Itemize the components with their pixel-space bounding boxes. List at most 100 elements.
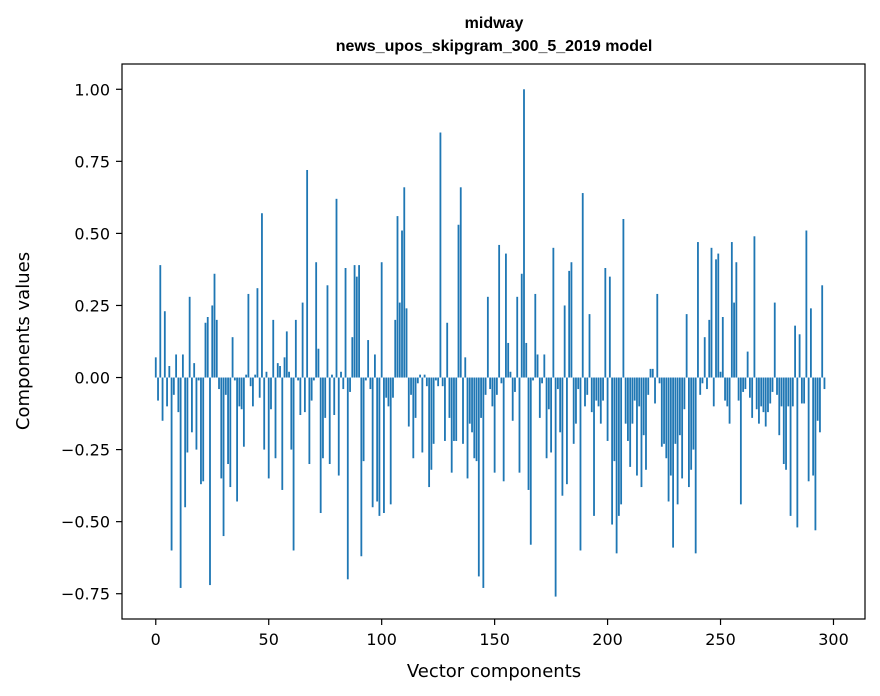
bar xyxy=(265,371,268,378)
bar xyxy=(414,377,417,418)
bar xyxy=(279,366,281,378)
bar xyxy=(518,377,521,473)
bar xyxy=(631,377,634,424)
bar xyxy=(627,377,629,441)
bar xyxy=(663,377,665,444)
bar xyxy=(654,377,656,404)
bar xyxy=(554,377,557,597)
bar xyxy=(636,377,638,476)
bar xyxy=(717,253,720,378)
bar xyxy=(536,354,539,378)
bar xyxy=(355,276,358,378)
bar xyxy=(697,242,699,378)
bar xyxy=(556,377,559,390)
bar xyxy=(378,377,381,516)
y-tick-label: −0.50 xyxy=(61,513,110,532)
bar xyxy=(303,377,306,413)
bar xyxy=(281,377,284,490)
bar xyxy=(464,357,467,378)
bar xyxy=(335,198,338,378)
bar xyxy=(434,377,437,381)
bar xyxy=(502,377,505,482)
bar xyxy=(760,377,763,407)
bar xyxy=(344,268,347,378)
bar xyxy=(191,377,193,433)
chart-subtitle: news_upos_skipgram_300_5_2019 model xyxy=(336,38,653,55)
bar xyxy=(753,236,756,378)
bar xyxy=(398,302,401,378)
bar xyxy=(403,187,406,378)
bar xyxy=(541,377,543,384)
y-tick-label: 0.50 xyxy=(74,224,110,243)
x-tick-label: 300 xyxy=(818,630,849,649)
bar xyxy=(475,377,478,462)
y-tick-label: 1.00 xyxy=(74,80,110,99)
bar xyxy=(337,377,340,476)
bar xyxy=(608,276,611,378)
bar xyxy=(179,377,182,588)
bar xyxy=(489,377,492,390)
x-tick-label: 250 xyxy=(705,630,736,649)
bar xyxy=(186,377,189,453)
bar xyxy=(624,377,627,424)
bar xyxy=(360,377,363,557)
x-tick-label: 150 xyxy=(479,630,510,649)
bar xyxy=(547,377,550,410)
x-tick-label: 50 xyxy=(259,630,279,649)
bar xyxy=(322,377,324,459)
bar xyxy=(484,377,487,395)
bar xyxy=(570,262,573,378)
y-tick-label: −0.25 xyxy=(61,441,110,460)
chart-title: midway xyxy=(465,15,524,32)
bar xyxy=(681,377,684,479)
bar xyxy=(222,377,225,537)
bar xyxy=(552,247,555,378)
bar xyxy=(410,377,412,395)
bar xyxy=(593,377,595,516)
bar xyxy=(486,296,489,378)
bar xyxy=(351,337,354,378)
bar xyxy=(660,377,663,447)
bar xyxy=(787,377,790,407)
bar xyxy=(407,377,410,427)
bar xyxy=(509,371,512,378)
bar xyxy=(346,377,349,580)
bar xyxy=(819,377,821,433)
bar xyxy=(242,377,245,447)
bar xyxy=(376,377,379,502)
bar xyxy=(184,377,187,508)
bar xyxy=(204,322,207,378)
bar xyxy=(254,374,257,378)
bar xyxy=(274,377,277,459)
bar xyxy=(516,296,519,378)
bar xyxy=(651,368,654,378)
bar xyxy=(708,319,711,378)
bar xyxy=(523,89,525,378)
bar xyxy=(685,314,688,378)
bar xyxy=(154,357,157,378)
bar xyxy=(676,377,679,505)
bar xyxy=(453,377,455,441)
bar xyxy=(566,377,568,485)
bar xyxy=(742,377,745,392)
bar xyxy=(529,377,532,545)
bar xyxy=(599,377,602,424)
bar xyxy=(588,314,591,378)
bar xyxy=(310,377,313,401)
y-tick-label: 0.25 xyxy=(74,296,110,315)
bar xyxy=(507,342,510,378)
bar xyxy=(678,377,681,436)
bar xyxy=(297,377,299,381)
bar xyxy=(328,377,331,465)
bar xyxy=(249,377,252,387)
bar xyxy=(719,371,722,378)
bar xyxy=(559,377,562,433)
bar xyxy=(385,377,388,398)
bar xyxy=(383,377,385,514)
bar xyxy=(746,351,749,378)
bar xyxy=(349,377,351,392)
bar xyxy=(333,377,336,415)
bar xyxy=(159,265,162,378)
bar xyxy=(206,317,209,378)
bar xyxy=(421,377,424,453)
